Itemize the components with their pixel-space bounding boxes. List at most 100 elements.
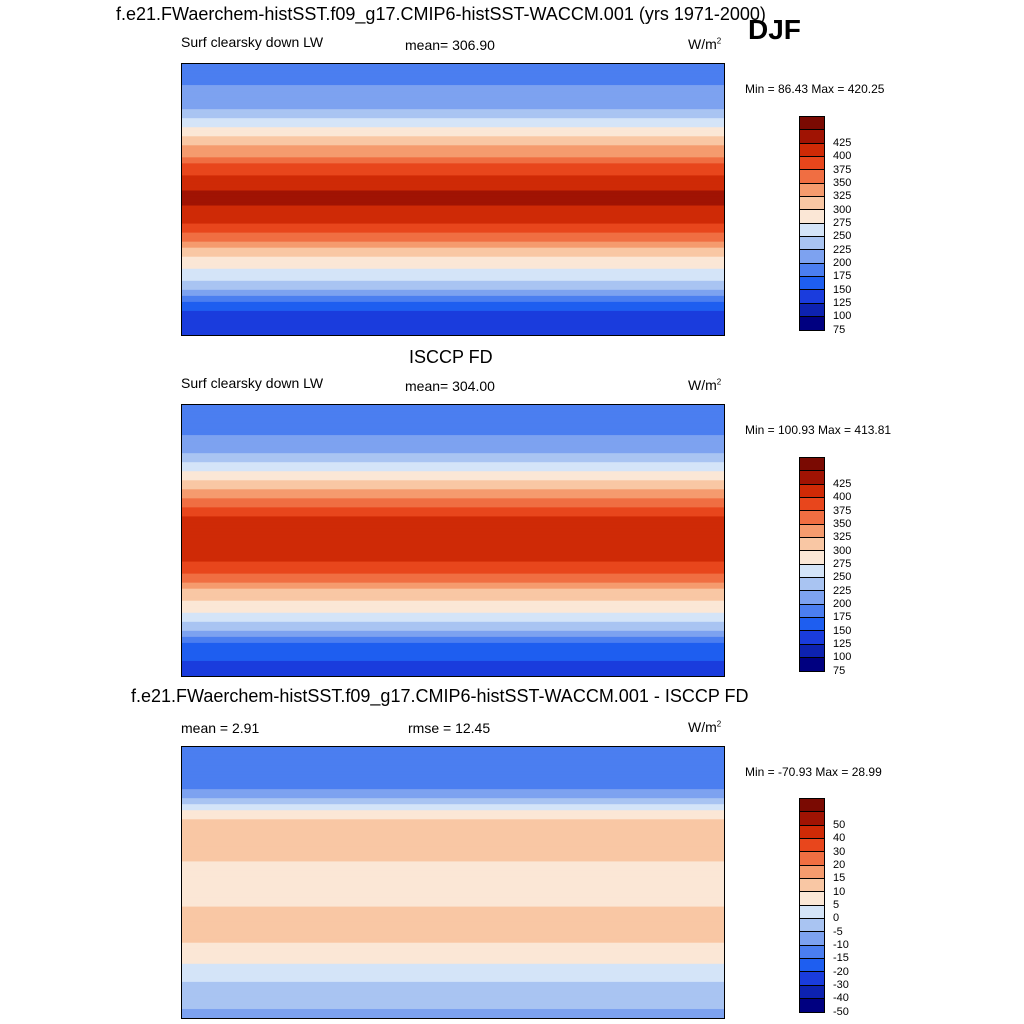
field-band — [182, 882, 724, 887]
field-band — [182, 453, 724, 457]
field-band — [182, 987, 724, 992]
panel-2-variable-label: Surf clearsky down LW — [181, 375, 324, 391]
colorbar-segment — [800, 878, 824, 893]
field-band — [182, 100, 724, 104]
field-band — [182, 118, 724, 122]
field-band — [182, 1011, 724, 1016]
colorbar-tick-label: -20 — [833, 965, 849, 978]
field-band — [182, 1014, 724, 1018]
colorbar-segment — [800, 918, 824, 933]
field-band — [182, 76, 724, 80]
field-band — [182, 160, 724, 164]
field-band — [182, 130, 724, 134]
field-band — [182, 133, 724, 137]
field-band — [182, 235, 724, 240]
field-band — [182, 900, 724, 905]
field-band — [182, 432, 724, 436]
colorbar-segment — [800, 316, 824, 331]
field-band — [182, 82, 724, 86]
panel-2-field — [182, 405, 724, 676]
colorbar-segment — [800, 458, 824, 472]
field-band — [182, 64, 724, 68]
field-band — [182, 286, 724, 291]
field-band — [182, 486, 724, 490]
colorbar-segment — [800, 577, 824, 592]
field-band — [182, 226, 724, 231]
field-band — [182, 85, 724, 89]
colorbar-tick-label: 275 — [833, 558, 852, 571]
field-band — [182, 873, 724, 878]
field-band — [182, 666, 724, 671]
field-band — [182, 238, 724, 243]
panel-1-mean-label: mean= 306.90 — [405, 37, 495, 53]
colorbar-segment — [800, 657, 824, 672]
field-band — [182, 996, 724, 1001]
colorbar-tick-label: 325 — [833, 190, 852, 203]
field-band — [182, 759, 724, 763]
field-band — [182, 214, 724, 219]
field-band — [182, 579, 724, 584]
field-band — [182, 319, 724, 324]
field-band — [182, 867, 724, 872]
field-band — [182, 531, 724, 536]
field-band — [182, 576, 724, 581]
field-band — [182, 519, 724, 524]
colorbar-tick-label: 250 — [833, 230, 852, 243]
field-band — [182, 927, 724, 932]
colorbar-tick-label: 375 — [833, 163, 852, 176]
field-band — [182, 924, 724, 929]
field-band — [182, 606, 724, 611]
field-band — [182, 193, 724, 198]
field-band — [182, 963, 724, 968]
field-band — [182, 984, 724, 989]
field-band — [182, 145, 724, 149]
field-band — [182, 849, 724, 853]
field-band — [182, 786, 724, 790]
field-band — [182, 259, 724, 264]
panel-3-units: W/m2 — [688, 719, 722, 735]
colorbar-tick-label: 100 — [833, 651, 852, 664]
colorbar-tick-label: 350 — [833, 518, 852, 531]
field-band — [182, 169, 724, 173]
colorbar-segment — [800, 905, 824, 919]
field-band — [182, 292, 724, 297]
field-band — [182, 295, 724, 300]
colorbar-segment — [800, 825, 824, 839]
field-band — [182, 322, 724, 327]
field-band — [182, 810, 724, 814]
field-band — [182, 633, 724, 638]
field-band — [182, 801, 724, 805]
colorbar-tick-label: 75 — [833, 323, 846, 336]
field-band — [182, 474, 724, 478]
field-band — [182, 151, 724, 155]
field-band — [182, 957, 724, 962]
field-band — [182, 283, 724, 288]
field-band — [182, 798, 724, 802]
colorbar-tick-label: 200 — [833, 257, 852, 270]
colorbar-segment — [800, 303, 824, 317]
colorbar-tick-label: 250 — [833, 571, 852, 584]
field-band — [182, 229, 724, 234]
field-band — [182, 816, 724, 820]
field-band — [182, 549, 724, 554]
field-band — [182, 148, 724, 152]
field-band — [182, 516, 724, 521]
field-band — [182, 139, 724, 143]
colorbar-segment — [800, 130, 824, 144]
field-band — [182, 672, 724, 676]
colorbar-tick-label: 275 — [833, 217, 852, 230]
panel-3-field — [182, 747, 724, 1018]
colorbar-segment — [800, 799, 824, 813]
field-band — [182, 852, 724, 856]
field-band — [182, 573, 724, 578]
field-band — [182, 166, 724, 170]
field-band — [182, 127, 724, 131]
field-band — [182, 172, 724, 177]
field-band — [182, 978, 724, 983]
colorbar-segment — [800, 865, 824, 879]
field-band — [182, 747, 724, 751]
field-band — [182, 456, 724, 460]
field-band — [182, 600, 724, 605]
field-band — [182, 447, 724, 451]
field-band — [182, 909, 724, 914]
